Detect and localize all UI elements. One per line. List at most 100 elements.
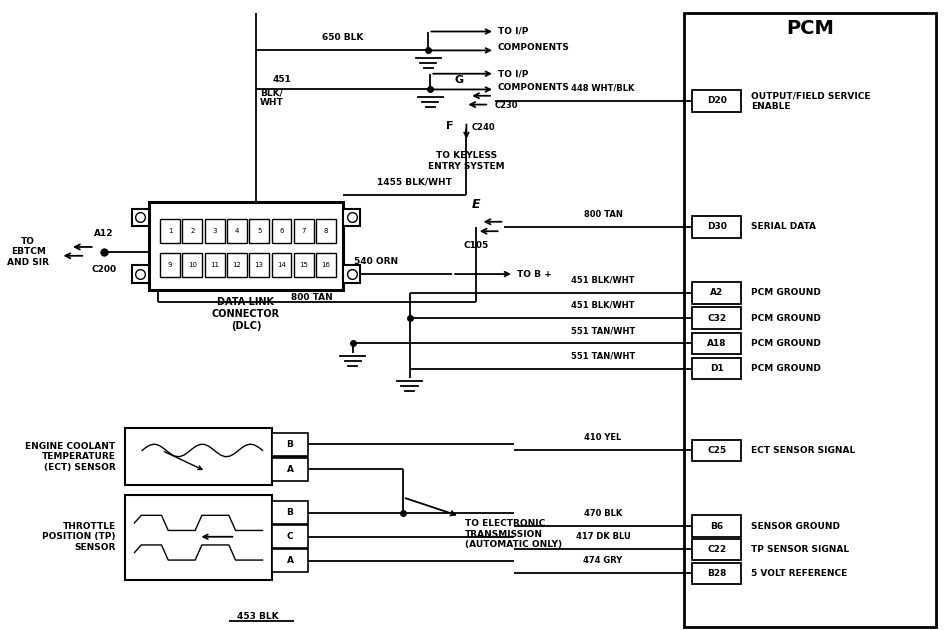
Text: WHT: WHT xyxy=(260,98,284,106)
Text: 470 BLK: 470 BLK xyxy=(584,509,622,518)
Bar xyxy=(294,219,314,243)
Text: 417 DK BLU: 417 DK BLU xyxy=(576,532,630,541)
Bar xyxy=(294,253,314,277)
Text: ENGINE COOLANT
TEMPERATURE
(ECT) SENSOR: ENGINE COOLANT TEMPERATURE (ECT) SENSOR xyxy=(26,442,116,472)
Text: A2: A2 xyxy=(710,289,723,297)
Text: 4: 4 xyxy=(235,227,239,234)
Bar xyxy=(693,216,741,238)
Text: 540 ORN: 540 ORN xyxy=(354,257,398,266)
Text: 13: 13 xyxy=(255,262,264,268)
Bar xyxy=(182,253,202,277)
Text: 6: 6 xyxy=(279,227,284,234)
Bar xyxy=(693,563,741,584)
Text: 451: 451 xyxy=(272,76,291,84)
Text: B28: B28 xyxy=(707,569,727,578)
Bar xyxy=(272,549,308,572)
Text: TO I/P: TO I/P xyxy=(498,69,528,78)
Text: THROTTLE
POSITION (TP)
SENSOR: THROTTLE POSITION (TP) SENSOR xyxy=(42,522,116,552)
Bar xyxy=(204,253,224,277)
Text: PCM GROUND: PCM GROUND xyxy=(750,364,821,373)
Text: TO I/P: TO I/P xyxy=(498,27,528,36)
Text: A: A xyxy=(287,556,294,565)
Text: A12: A12 xyxy=(94,229,114,238)
Text: C25: C25 xyxy=(707,446,727,455)
Text: 7: 7 xyxy=(301,227,306,234)
Bar xyxy=(693,307,741,329)
Bar xyxy=(125,495,272,580)
Bar xyxy=(693,515,741,537)
Text: COMPONENTS: COMPONENTS xyxy=(498,43,570,52)
Bar xyxy=(272,525,308,548)
Text: 650 BLK: 650 BLK xyxy=(322,33,364,42)
Text: TP SENSOR SIGNAL: TP SENSOR SIGNAL xyxy=(750,545,849,554)
Bar xyxy=(249,219,269,243)
Text: 5: 5 xyxy=(257,227,261,234)
Text: D30: D30 xyxy=(707,222,727,231)
Text: SENSOR GROUND: SENSOR GROUND xyxy=(750,522,840,530)
Text: TO ELECTRONIC
TRANSMISSION
(AUTOMATIC ONLY): TO ELECTRONIC TRANSMISSION (AUTOMATIC ON… xyxy=(465,519,561,549)
Bar xyxy=(272,458,308,481)
Text: B: B xyxy=(287,508,294,517)
Text: 12: 12 xyxy=(233,262,241,268)
Text: F: F xyxy=(446,121,453,131)
Text: OUTPUT/FIELD SERVICE
ENABLE: OUTPUT/FIELD SERVICE ENABLE xyxy=(750,91,870,110)
Text: 800 TAN: 800 TAN xyxy=(292,293,333,302)
Text: 451 BLK/WHT: 451 BLK/WHT xyxy=(571,301,635,310)
Bar xyxy=(227,219,247,243)
Text: BLK/: BLK/ xyxy=(260,88,283,97)
Text: TO
EBTCM
AND SIR: TO EBTCM AND SIR xyxy=(8,237,49,267)
Text: B6: B6 xyxy=(711,522,723,530)
Text: C240: C240 xyxy=(472,123,496,132)
Text: 410 YEL: 410 YEL xyxy=(584,433,621,442)
Text: PCM GROUND: PCM GROUND xyxy=(750,314,821,323)
Text: PCM: PCM xyxy=(787,19,834,38)
Text: 15: 15 xyxy=(299,262,308,268)
Bar xyxy=(693,90,741,112)
Bar xyxy=(204,219,224,243)
Bar xyxy=(132,209,149,226)
Bar xyxy=(316,219,336,243)
Bar xyxy=(227,253,247,277)
Text: 3: 3 xyxy=(213,227,217,234)
Bar xyxy=(693,333,741,354)
Text: 453 BLK: 453 BLK xyxy=(237,612,278,621)
Text: 5 VOLT REFERENCE: 5 VOLT REFERENCE xyxy=(750,569,847,578)
Text: DATA LINK
CONNECTOR
(DLC): DATA LINK CONNECTOR (DLC) xyxy=(212,297,280,331)
Text: C105: C105 xyxy=(464,241,488,249)
Text: ECT SENSOR SIGNAL: ECT SENSOR SIGNAL xyxy=(750,446,855,455)
Text: A18: A18 xyxy=(707,339,727,348)
Text: 9: 9 xyxy=(168,262,172,268)
Bar xyxy=(693,358,741,379)
Bar xyxy=(125,428,272,485)
Text: 448 WHT/BLK: 448 WHT/BLK xyxy=(571,84,635,93)
Bar xyxy=(161,219,180,243)
Bar xyxy=(149,202,343,290)
Bar xyxy=(249,253,269,277)
Text: TO B +: TO B + xyxy=(517,270,551,278)
Text: 474 GRY: 474 GRY xyxy=(583,556,622,565)
Bar xyxy=(272,433,308,455)
Text: C22: C22 xyxy=(707,545,727,554)
Text: PCM GROUND: PCM GROUND xyxy=(750,339,821,348)
Bar xyxy=(161,253,180,277)
Text: TO KEYLESS
ENTRY SYSTEM: TO KEYLESS ENTRY SYSTEM xyxy=(428,151,504,171)
Text: C32: C32 xyxy=(707,314,727,323)
Text: 14: 14 xyxy=(277,262,286,268)
Text: 16: 16 xyxy=(321,262,331,268)
Text: PCM GROUND: PCM GROUND xyxy=(750,289,821,297)
Bar xyxy=(685,13,936,627)
Bar xyxy=(316,253,336,277)
Text: D1: D1 xyxy=(710,364,724,373)
Bar xyxy=(343,209,360,226)
Text: 451 BLK/WHT: 451 BLK/WHT xyxy=(571,276,635,285)
Text: 551 TAN/WHT: 551 TAN/WHT xyxy=(571,326,635,335)
Bar xyxy=(272,219,292,243)
Text: A: A xyxy=(287,465,294,474)
Bar xyxy=(693,282,741,304)
Bar xyxy=(182,219,202,243)
Text: 1: 1 xyxy=(168,227,172,234)
Text: C200: C200 xyxy=(91,265,117,273)
Text: 1455 BLK/WHT: 1455 BLK/WHT xyxy=(377,178,451,186)
Text: E: E xyxy=(471,198,480,211)
Bar xyxy=(272,253,292,277)
